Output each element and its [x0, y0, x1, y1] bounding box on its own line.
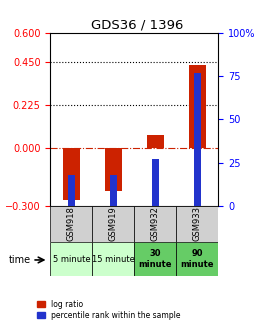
Bar: [50, 206, 92, 242]
Text: GSM933: GSM933: [193, 206, 202, 242]
Bar: [134, 242, 176, 276]
Text: 15 minute: 15 minute: [92, 255, 135, 264]
Legend: log ratio, percentile rank within the sample: log ratio, percentile rank within the sa…: [38, 300, 181, 320]
Bar: [92, 242, 134, 276]
Text: GDS36 / 1396: GDS36 / 1396: [91, 18, 183, 31]
Bar: [194, 73, 200, 206]
Bar: [50, 242, 92, 276]
Bar: [152, 159, 158, 206]
Bar: [68, 175, 74, 206]
Text: time: time: [8, 255, 31, 265]
Bar: [147, 135, 164, 148]
Text: 90
minute: 90 minute: [181, 250, 214, 269]
Text: GSM932: GSM932: [151, 207, 160, 241]
Text: 30
minute: 30 minute: [139, 250, 172, 269]
Bar: [63, 148, 80, 200]
Text: 5 minute: 5 minute: [53, 255, 90, 264]
Bar: [176, 242, 218, 276]
Text: GSM918: GSM918: [67, 207, 76, 241]
Text: GSM919: GSM919: [109, 207, 118, 241]
Bar: [134, 206, 176, 242]
Bar: [110, 175, 116, 206]
Bar: [189, 65, 206, 148]
Bar: [92, 206, 134, 242]
Bar: [105, 148, 122, 191]
Bar: [176, 206, 218, 242]
